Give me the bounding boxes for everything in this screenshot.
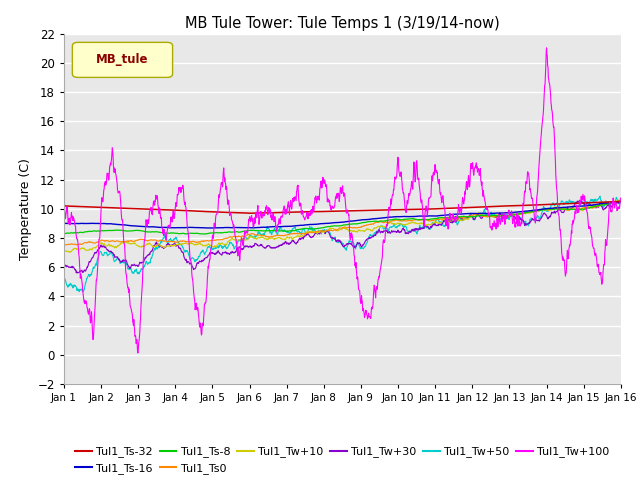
Tul1_Tw+100: [617, 195, 625, 201]
Tul1_Ts-16: [617, 199, 625, 204]
Tul1_Tw+30: [378, 228, 385, 234]
Tul1_Tw+10: [65, 250, 73, 255]
Tul1_Tw+100: [318, 183, 326, 189]
Tul1_Ts-8: [103, 228, 111, 233]
Tul1_Tw+10: [378, 223, 385, 229]
Tul1_Tw+10: [104, 243, 111, 249]
Tul1_Tw+50: [378, 224, 385, 229]
Tul1_Ts-8: [60, 231, 68, 237]
Tul1_Tw+30: [308, 234, 316, 240]
Tul1_Ts0: [104, 238, 111, 244]
Tul1_Tw+100: [134, 350, 141, 356]
Title: MB Tule Tower: Tule Temps 1 (3/19/14-now): MB Tule Tower: Tule Temps 1 (3/19/14-now…: [185, 16, 500, 31]
Tul1_Ts0: [126, 238, 134, 243]
Tul1_Tw+30: [126, 264, 134, 270]
Tul1_Tw+30: [297, 237, 305, 242]
Tul1_Tw+100: [308, 210, 316, 216]
Line: Tul1_Tw+10: Tul1_Tw+10: [64, 200, 621, 252]
Tul1_Ts-16: [378, 215, 385, 221]
Tul1_Ts-32: [126, 205, 134, 211]
Tul1_Ts0: [60, 243, 68, 249]
Tul1_Tw+50: [76, 289, 83, 295]
Tul1_Ts-16: [60, 220, 68, 226]
Line: Tul1_Tw+30: Tul1_Tw+30: [64, 201, 621, 273]
Tul1_Ts-16: [205, 225, 213, 231]
Line: Tul1_Ts0: Tul1_Ts0: [64, 201, 621, 246]
Tul1_Ts-32: [308, 209, 316, 215]
Tul1_Ts-32: [378, 207, 385, 213]
Tul1_Tw+30: [104, 247, 111, 253]
Tul1_Tw+10: [126, 241, 134, 247]
Tul1_Tw+100: [126, 296, 134, 302]
Tul1_Ts-16: [297, 222, 305, 228]
Tul1_Tw+100: [103, 170, 111, 176]
Tul1_Ts-32: [103, 204, 111, 210]
Tul1_Tw+30: [74, 270, 81, 276]
Tul1_Tw+50: [297, 231, 305, 237]
Tul1_Ts-8: [297, 226, 305, 232]
Tul1_Tw+50: [60, 276, 68, 282]
Tul1_Tw+30: [60, 262, 68, 268]
Tul1_Tw+10: [614, 197, 621, 203]
Tul1_Tw+100: [297, 200, 305, 206]
Tul1_Ts0: [378, 219, 385, 225]
Line: Tul1_Ts-8: Tul1_Ts-8: [64, 201, 621, 234]
Tul1_Ts-32: [617, 199, 625, 204]
Tul1_Tw+100: [378, 262, 385, 267]
Text: MB_tule: MB_tule: [96, 53, 148, 66]
Tul1_Ts-32: [318, 209, 326, 215]
Tul1_Tw+10: [617, 198, 625, 204]
Tul1_Tw+30: [318, 229, 326, 235]
Tul1_Tw+50: [596, 193, 604, 199]
Tul1_Tw+30: [617, 198, 625, 204]
Tul1_Tw+30: [574, 198, 582, 204]
Tul1_Ts-32: [297, 209, 305, 215]
Tul1_Ts0: [617, 198, 625, 204]
Tul1_Ts-8: [318, 225, 326, 231]
Tul1_Ts0: [61, 243, 68, 249]
Tul1_Ts-8: [308, 226, 316, 232]
Line: Tul1_Tw+50: Tul1_Tw+50: [64, 196, 621, 292]
Tul1_Ts-8: [126, 228, 134, 234]
Tul1_Ts-8: [378, 218, 385, 224]
Tul1_Tw+50: [617, 200, 625, 205]
Tul1_Ts-8: [200, 231, 208, 237]
Tul1_Tw+10: [60, 248, 68, 254]
Tul1_Ts-16: [308, 222, 316, 228]
Tul1_Tw+100: [60, 202, 68, 207]
Tul1_Ts-16: [318, 221, 326, 227]
FancyBboxPatch shape: [72, 42, 173, 77]
Tul1_Tw+10: [297, 233, 305, 239]
Tul1_Ts-32: [246, 210, 253, 216]
Tul1_Tw+50: [126, 266, 134, 272]
Y-axis label: Temperature (C): Temperature (C): [19, 158, 32, 260]
Tul1_Ts0: [318, 228, 326, 234]
Line: Tul1_Tw+100: Tul1_Tw+100: [64, 48, 621, 353]
Tul1_Ts0: [616, 198, 624, 204]
Tul1_Tw+50: [318, 228, 326, 234]
Tul1_Ts0: [308, 229, 316, 235]
Line: Tul1_Ts-16: Tul1_Ts-16: [64, 202, 621, 228]
Tul1_Tw+10: [318, 229, 326, 235]
Tul1_Tw+10: [308, 229, 316, 235]
Tul1_Tw+50: [104, 253, 111, 259]
Line: Tul1_Ts-32: Tul1_Ts-32: [64, 202, 621, 213]
Tul1_Ts-32: [60, 203, 68, 209]
Tul1_Ts-8: [617, 198, 625, 204]
Tul1_Ts0: [297, 231, 305, 237]
Tul1_Tw+50: [308, 226, 316, 231]
Tul1_Ts-16: [126, 223, 134, 228]
Tul1_Ts-16: [103, 221, 111, 227]
Tul1_Tw+100: [543, 45, 550, 51]
Legend: Tul1_Ts-32, Tul1_Ts-16, Tul1_Ts-8, Tul1_Ts0, Tul1_Tw+10, Tul1_Tw+30, Tul1_Tw+50,: Tul1_Ts-32, Tul1_Ts-16, Tul1_Ts-8, Tul1_…: [71, 442, 614, 479]
